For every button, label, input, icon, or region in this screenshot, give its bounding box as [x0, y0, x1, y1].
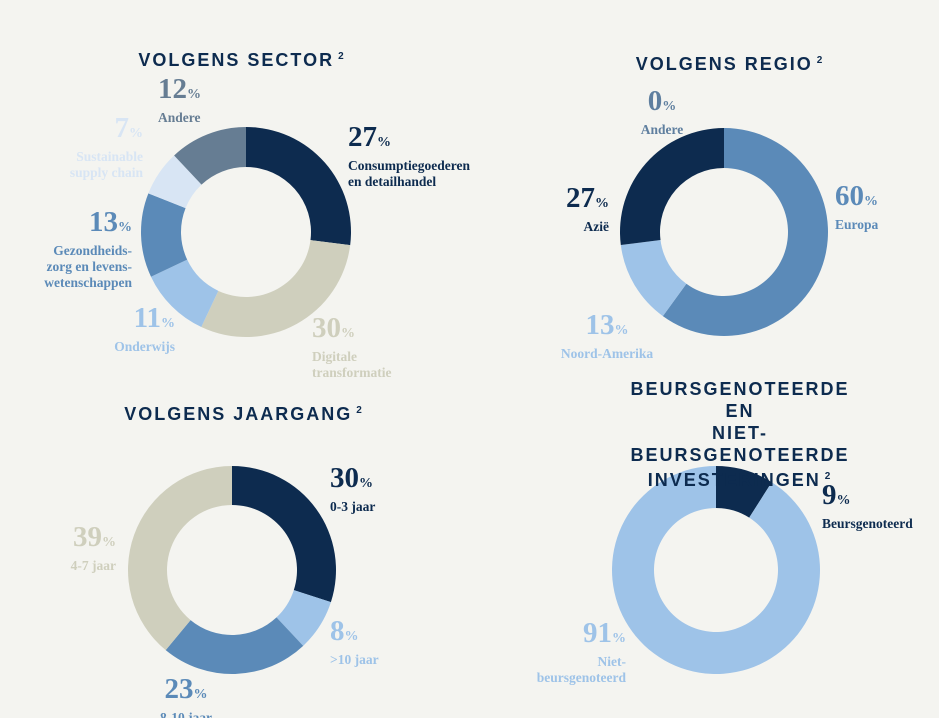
- title-note: 2: [824, 471, 833, 482]
- category-label: Digitale transformatie: [312, 349, 392, 380]
- category-label: 8-10 jaar: [159, 710, 213, 718]
- slice-label: 12% Andere: [158, 74, 201, 126]
- value-label: 27%: [566, 182, 609, 214]
- title-note: 2: [816, 55, 825, 66]
- slice-label: 23% 8-10 jaar: [160, 674, 212, 718]
- value-label: 9%: [822, 479, 851, 511]
- category-label: Noord-Amerika: [560, 346, 654, 361]
- value-label: 13%: [585, 309, 629, 341]
- category-label: Sustainable supply chain: [69, 149, 143, 180]
- donut-slice: [148, 155, 202, 209]
- donut-slice: [141, 193, 188, 277]
- slice-label: 8% >10 jaar: [330, 616, 379, 668]
- chart-title: VOLGENS SECTOR 2: [138, 50, 346, 70]
- title-note: 2: [356, 405, 364, 416]
- value-label: 13%: [89, 206, 132, 238]
- category-label: 0-3 jaar: [330, 499, 376, 514]
- category-label: >10 jaar: [330, 652, 379, 667]
- category-label: 4-7 jaar: [70, 558, 116, 573]
- value-label: 39%: [73, 521, 116, 553]
- value-label: 12%: [158, 73, 201, 105]
- slice-label: 13% Gezondheids- zorg en levens- wetensch…: [44, 207, 132, 291]
- slice-label: 60% Europa: [835, 181, 878, 233]
- value-label: 0%: [647, 85, 677, 117]
- category-label: Beursgenoteerd: [822, 516, 913, 531]
- slice-label: 91% Niet- beursgenoteerd: [537, 618, 626, 686]
- donut-slice: [174, 127, 246, 185]
- slice-label: 13% Noord-Amerika: [561, 310, 653, 362]
- donut-slice: [612, 466, 820, 675]
- slice-label: 30% 0-3 jaar: [330, 463, 375, 515]
- chart-title: VOLGENS REGIO 2: [635, 54, 825, 74]
- donut-slice: [128, 466, 232, 651]
- slice-label: 7% Sustainable supply chain: [70, 113, 143, 181]
- value-label: 30%: [312, 312, 355, 344]
- donut-slice: [232, 466, 337, 603]
- donut-slice: [716, 466, 772, 518]
- slice-label: 0% Andere: [641, 86, 684, 138]
- donut-slice: [165, 617, 304, 674]
- category-label: Andere: [640, 122, 684, 137]
- value-label: 23%: [164, 673, 208, 705]
- donut-slice: [620, 240, 687, 317]
- title-note: 2: [338, 51, 346, 62]
- donut-slice: [150, 259, 219, 328]
- category-label: Onderwijs: [114, 339, 175, 354]
- slice-label: 30% Digitale transformatie: [312, 313, 391, 381]
- category-label: Andere: [158, 110, 201, 125]
- value-label: 91%: [583, 617, 626, 649]
- category-label: Europa: [835, 217, 879, 232]
- donut-slice: [246, 127, 351, 246]
- slice-label: 39% 4-7 jaar: [71, 522, 116, 574]
- donut-slice: [620, 127, 724, 246]
- category-label: Gezondheids- zorg en levens- wetenschapp…: [44, 243, 132, 290]
- donut-slice: [662, 128, 829, 336]
- slice-label: 9% Beursgenoteerd: [822, 480, 913, 532]
- slice-label: 27% Consumptiegoederen en detailhandel: [348, 122, 470, 190]
- value-label: 60%: [835, 180, 878, 212]
- chart-title: BEURSGENOTEERDE EN NIET-BEURSGENOTEERDE …: [630, 379, 850, 490]
- value-label: 7%: [114, 112, 144, 144]
- donut-slice: [276, 590, 331, 646]
- value-label: 11%: [133, 302, 175, 334]
- value-label: 27%: [348, 121, 391, 153]
- slice-label: 11% Onderwijs: [114, 303, 175, 355]
- chart-title: VOLGENS JAARGANG 2: [124, 404, 364, 424]
- value-label: 8%: [330, 615, 359, 647]
- category-label: Niet- beursgenoteerd: [536, 654, 626, 685]
- donut-slice: [201, 240, 351, 337]
- slice-label: 27% Azië: [566, 183, 609, 235]
- category-label: Azië: [583, 219, 609, 234]
- category-label: Consumptiegoederen en detailhandel: [348, 158, 471, 189]
- value-label: 30%: [330, 462, 373, 494]
